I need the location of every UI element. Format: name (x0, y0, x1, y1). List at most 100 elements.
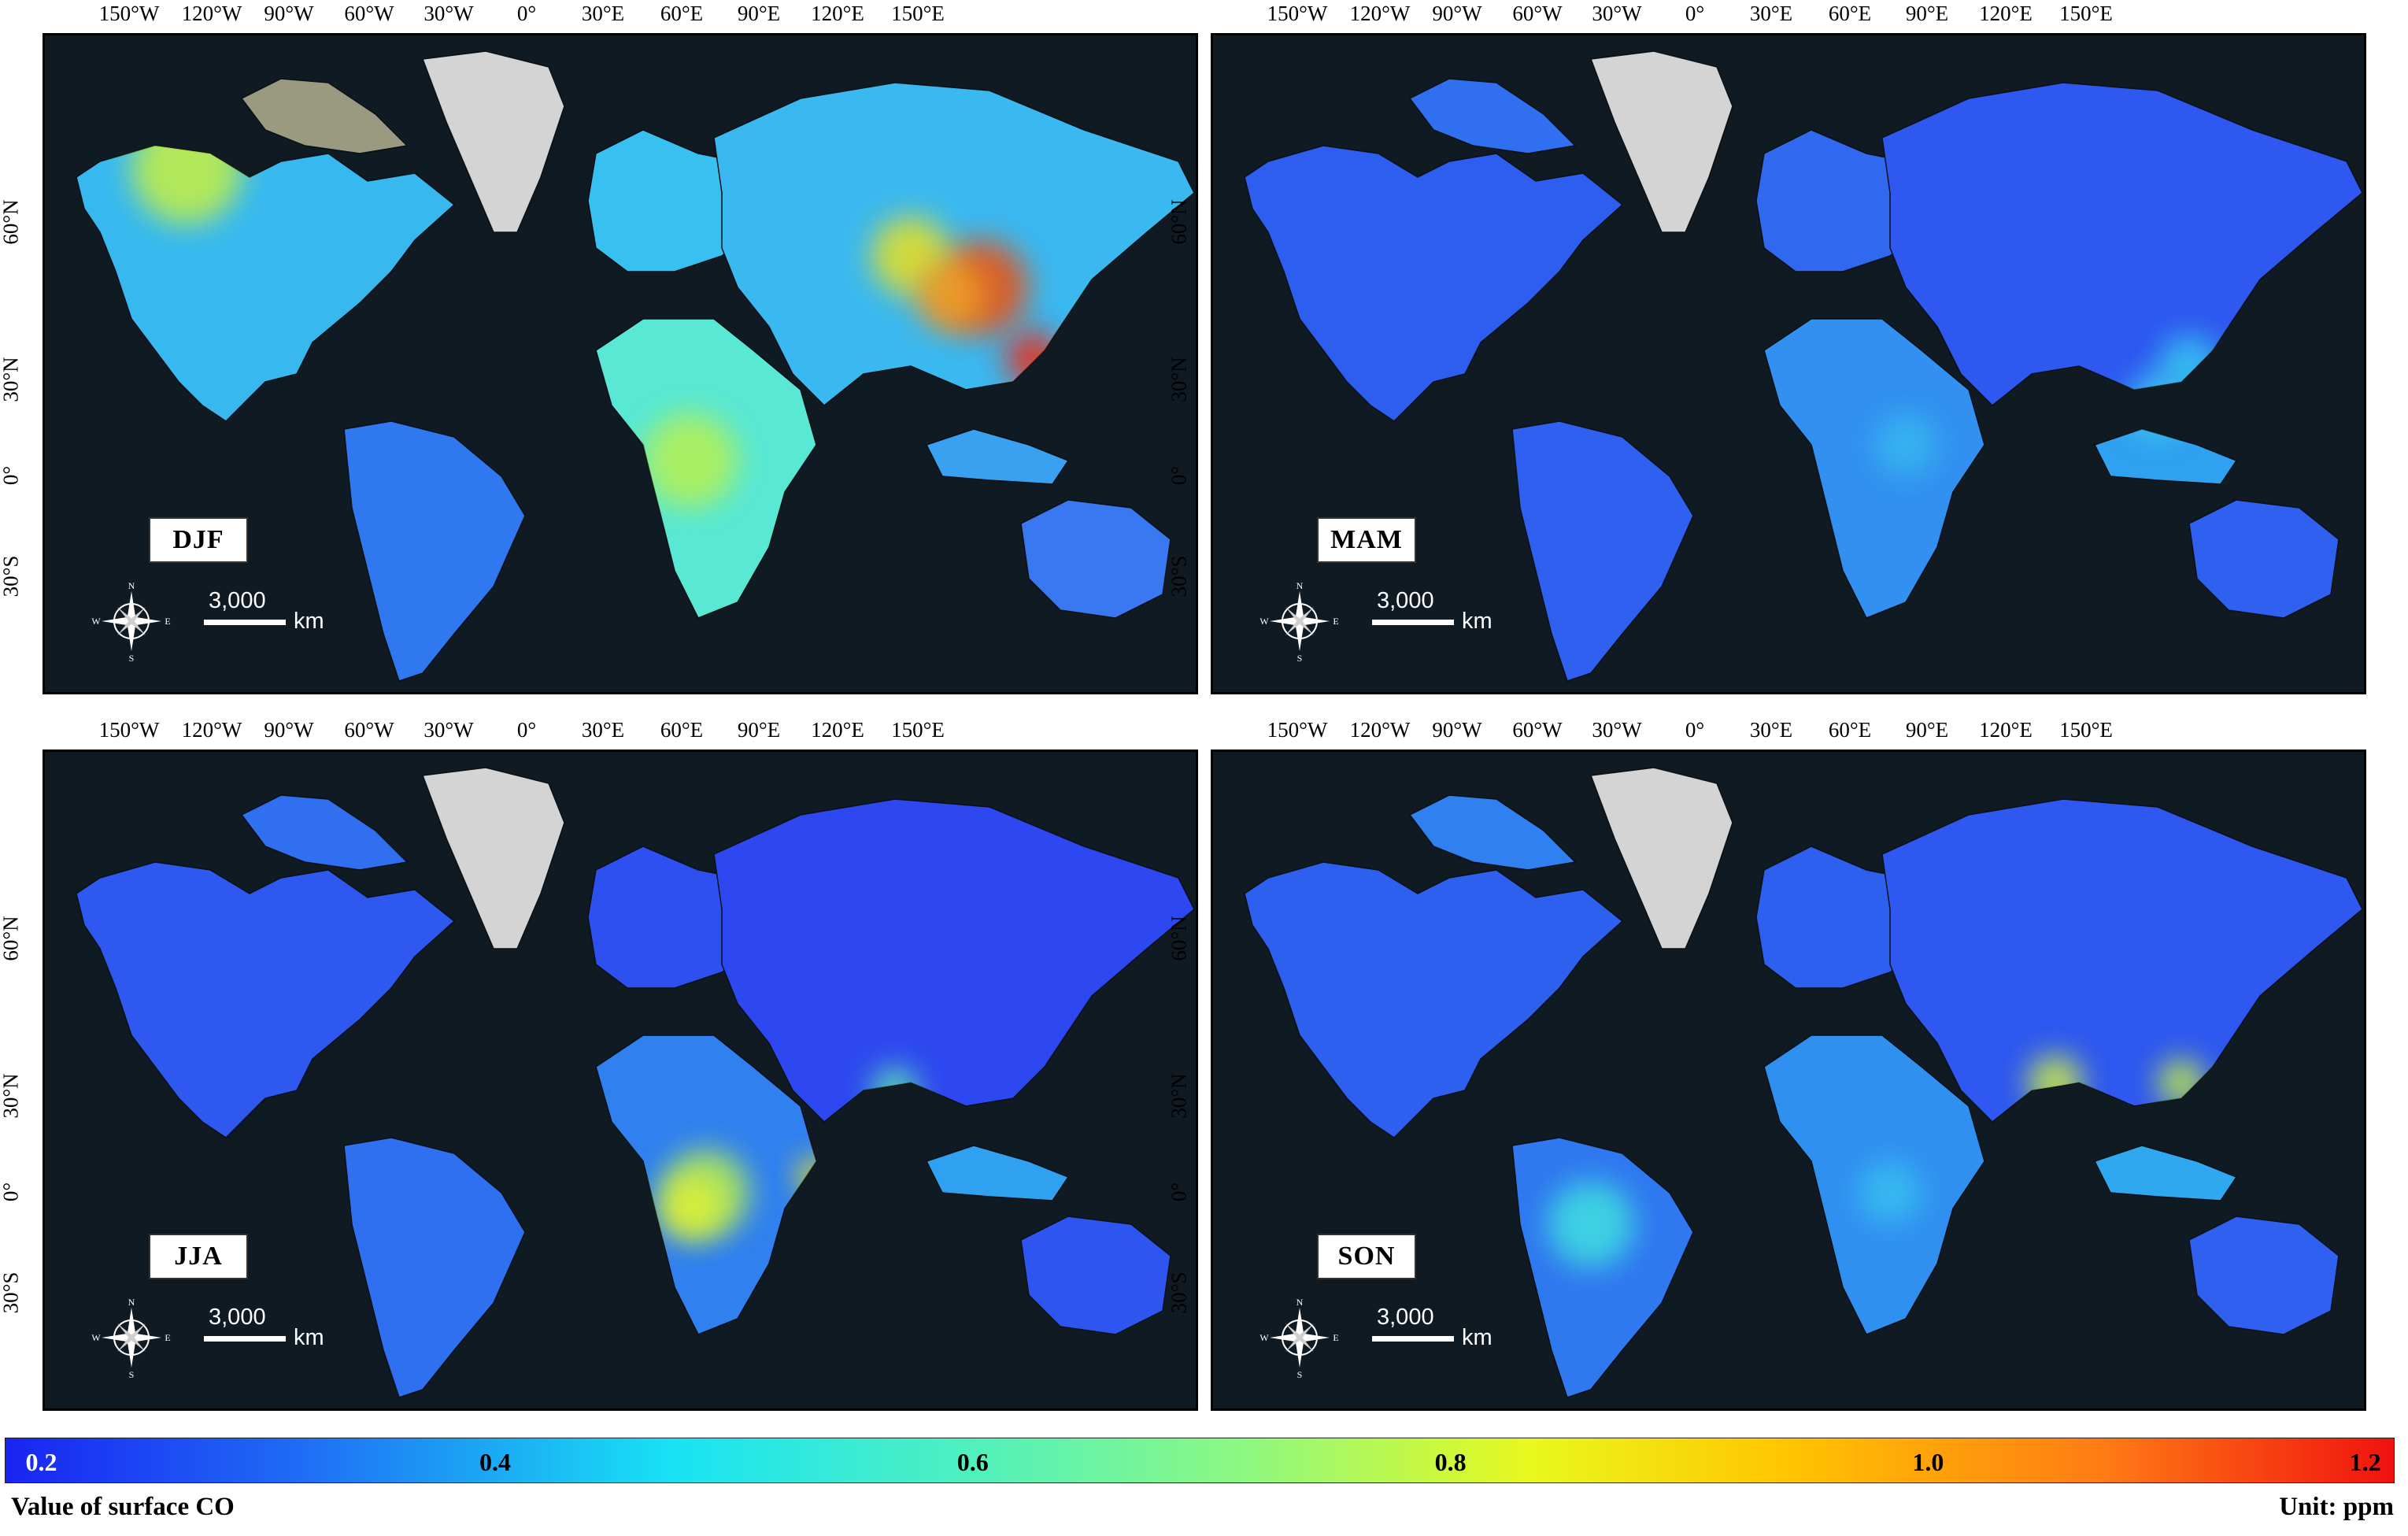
longitude-label: 30°W (424, 718, 474, 742)
longitude-label: 30°W (424, 2, 474, 25)
landmass-asia (713, 798, 1195, 1123)
landmass-arctic (240, 78, 409, 154)
latitude-label: 30°S (0, 555, 23, 598)
scale-line (204, 620, 286, 625)
longitude-label: 120°W (181, 718, 242, 742)
landmass-na (76, 145, 456, 422)
landmass-indo (925, 1145, 1070, 1201)
scale-bar: 3,000 km (201, 1305, 358, 1360)
landmass-asia (1881, 82, 2363, 407)
compass-w-letter: W (1259, 1332, 1269, 1343)
scale-unit: km (1462, 1325, 1493, 1350)
landmass-green (421, 50, 565, 233)
compass-s-letter: S (129, 653, 135, 662)
longitude-label: 90°E (1905, 718, 1949, 742)
compass-s-letter: S (129, 1369, 135, 1379)
longitude-label: 150°W (98, 2, 160, 25)
map-frame: MAM N S E W 3,000 km (1211, 33, 2366, 694)
landmass-aus (1020, 1216, 1171, 1335)
world-map (1244, 767, 2363, 1398)
compass-e-letter: E (1333, 616, 1338, 627)
landmass-na (76, 861, 456, 1138)
landmass-sa (1511, 1137, 1694, 1398)
compass-rose-icon: N S E W (1259, 1297, 1341, 1379)
longitude-label: 150°W (1267, 2, 1328, 25)
compass-n-letter: N (128, 1297, 135, 1308)
map-panel-mam: 150°W 120°W 90°W 60°W 30°W 0° 30°E 60°E 90°E 120°… (1167, 2, 2366, 694)
longitude-label: 150°E (891, 2, 945, 25)
longitude-label: 120°W (1349, 2, 1411, 25)
longitude-label: 30°W (1592, 2, 1642, 25)
scale-unit: km (294, 609, 324, 634)
concentration-hotspot (871, 1067, 919, 1114)
map-panel-son: 150°W 120°W 90°W 60°W 30°W 0° 30°E 60°E 90°E 120°… (1167, 718, 2366, 1411)
latitude-label: 30°N (1167, 1073, 1191, 1119)
compass-w-letter: W (1259, 616, 1269, 627)
scale-value: 3,000 (209, 588, 266, 613)
season-label: DJF (149, 517, 248, 563)
landmass-aus (1020, 499, 1171, 619)
landmass-indo (2093, 428, 2238, 485)
scale-line (204, 1336, 286, 1342)
latitude-label: 30°S (1167, 555, 1191, 598)
longitude-label: 120°E (1979, 718, 2033, 742)
longitude-label: 120°E (811, 2, 864, 25)
concentration-hotspot (2028, 1055, 2083, 1110)
scale-line (1372, 620, 1454, 625)
longitude-label: 30°W (1592, 718, 1642, 742)
colorbar-title: Value of surface CO (11, 1493, 235, 1521)
map-frame: JJA N S E W 3,000 km (43, 749, 1198, 1411)
concentration-hotspot (1548, 1181, 1634, 1268)
latitude-label: 60°N (1167, 916, 1191, 961)
landmass-sa (343, 420, 526, 682)
landmass-arctic (240, 794, 409, 871)
longitude-label: 0° (516, 718, 537, 742)
latitude-label: 30°S (1167, 1271, 1191, 1314)
season-label: SON (1317, 1234, 1416, 1279)
world-map (76, 767, 1195, 1398)
concentration-hotspot (643, 413, 738, 508)
colorbar-tick-label: 0.4 (479, 1448, 511, 1476)
longitude-label: 90°W (264, 2, 314, 25)
colorbar-tick-label: 0.6 (956, 1448, 989, 1476)
longitude-label: 150°E (891, 718, 945, 742)
longitude-label: 90°W (1432, 718, 1482, 742)
latitude-label: 0° (1167, 1182, 1191, 1202)
compass-rose-icon: N S E W (1259, 580, 1341, 662)
landmass-indo (2093, 1145, 2238, 1201)
longitude-label: 90°W (1432, 2, 1482, 25)
latitude-label: 30°S (0, 1271, 23, 1314)
colorbar-tick-label: 1.0 (1912, 1448, 1944, 1476)
landmass-arctic (1408, 794, 1577, 871)
longitude-label: 60°E (660, 718, 704, 742)
longitude-label: 90°E (1905, 2, 1949, 25)
longitude-label: 0° (516, 2, 537, 25)
longitude-label: 30°E (581, 2, 625, 25)
longitude-label: 60°W (1512, 2, 1563, 25)
scale-line (1372, 1336, 1454, 1342)
landmass-aus (2188, 1216, 2340, 1335)
longitude-label: 90°E (737, 718, 781, 742)
compass-n-letter: N (128, 580, 135, 591)
compass-n-letter: N (1296, 1297, 1304, 1308)
longitude-label: 150°E (2059, 718, 2113, 742)
longitude-label: 150°W (98, 718, 160, 742)
landmass-green (421, 767, 565, 949)
latitude-label: 60°N (0, 916, 23, 961)
concentration-hotspot (1005, 331, 1060, 386)
concentration-hotspot (1859, 1161, 1922, 1224)
season-label: JJA (149, 1234, 248, 1279)
longitude-label: 90°E (737, 2, 781, 25)
longitude-label: 30°E (1749, 2, 1793, 25)
concentration-hotspot (131, 114, 242, 224)
colorbar-tick-label: 0.8 (1434, 1448, 1467, 1476)
concentration-hotspot (2158, 335, 2221, 398)
latitude-label: 30°N (0, 1073, 23, 1119)
longitude-label: 150°W (1267, 718, 1328, 742)
latitude-label: 0° (0, 465, 23, 486)
landmass-asia (1881, 798, 2363, 1123)
longitude-label: 0° (1685, 718, 1705, 742)
world-map (76, 50, 1195, 682)
latitude-label: 0° (0, 1182, 23, 1202)
map-panel-djf: 150°W 120°W 90°W 60°W 30°W 0° 30°E 60°E 90°E 120°… (0, 2, 1198, 694)
